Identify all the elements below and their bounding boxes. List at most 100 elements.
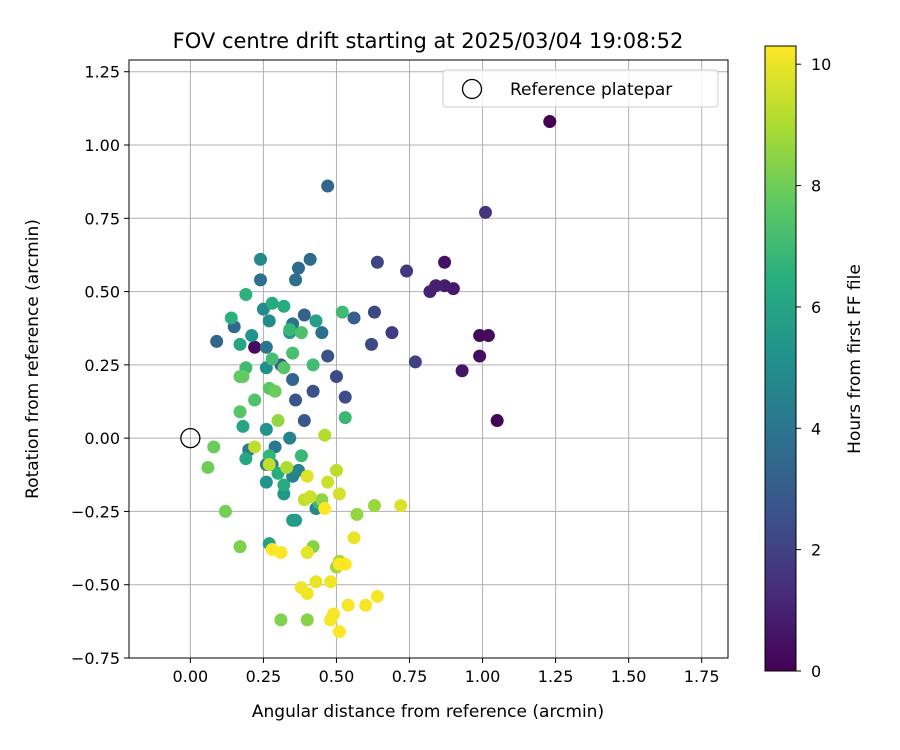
x-tick-label: 1.00: [465, 667, 501, 686]
scatter-points: [180, 115, 557, 639]
y-tick-label: 0.50: [84, 283, 120, 302]
data-point: [347, 531, 361, 545]
y-tick-label: 0.00: [84, 429, 120, 448]
data-point: [248, 340, 262, 354]
colorbar-gradient: [764, 45, 797, 672]
data-point: [370, 255, 384, 269]
data-point: [329, 370, 343, 384]
data-point: [265, 352, 279, 366]
data-point: [385, 326, 399, 340]
x-axis-ticks: 0.00 0.25 0.50 0.75 1.00 1.25 1.50 1.75: [173, 658, 720, 686]
data-point: [289, 393, 303, 407]
data-point: [455, 364, 469, 378]
data-point: [303, 252, 317, 266]
data-point: [268, 384, 282, 398]
data-point: [341, 598, 355, 612]
colorbar-ticks: 0 2 4 6 8 10: [796, 55, 831, 681]
data-point: [259, 475, 273, 489]
data-point: [315, 326, 329, 340]
y-tick-label: 1.25: [84, 63, 120, 82]
data-point: [277, 299, 291, 313]
data-point: [248, 393, 262, 407]
y-tick-label: −0.50: [71, 576, 120, 595]
data-point: [332, 625, 346, 639]
data-point: [321, 475, 335, 489]
data-point: [259, 422, 273, 436]
plot-frame: [128, 59, 729, 659]
legend: Reference platepar: [442, 69, 719, 108]
data-point: [490, 414, 504, 428]
data-point: [318, 428, 332, 442]
data-point: [201, 460, 215, 474]
data-point: [324, 613, 338, 627]
data-point: [248, 440, 262, 454]
y-axis-label: Rotation from reference (arcmin): [23, 219, 43, 499]
data-point: [245, 329, 259, 343]
colorbar: 0 2 4 6 8 10 Hours from first FF file: [764, 45, 865, 681]
data-point: [478, 205, 492, 219]
data-point: [277, 361, 291, 375]
data-point: [300, 545, 314, 559]
data-point: [367, 499, 381, 513]
data-point: [239, 288, 253, 302]
x-tick-label: 1.75: [684, 667, 720, 686]
data-point: [473, 349, 487, 363]
data-point: [286, 513, 300, 527]
colorbar-tick-label: 8: [811, 177, 821, 196]
data-point: [218, 504, 232, 518]
data-point: [300, 587, 314, 601]
x-tick-label: 0.50: [319, 667, 355, 686]
legend-box: [442, 69, 719, 108]
data-point: [309, 575, 323, 589]
data-point: [210, 334, 224, 348]
data-point: [321, 179, 335, 193]
x-tick-label: 1.25: [538, 667, 574, 686]
data-point: [233, 337, 247, 351]
data-point: [329, 463, 343, 477]
data-point: [300, 613, 314, 627]
x-tick-label: 0.00: [173, 667, 209, 686]
data-point: [271, 414, 285, 428]
data-point: [332, 487, 346, 501]
data-point: [236, 370, 250, 384]
data-point: [370, 589, 384, 603]
colorbar-tick-label: 10: [811, 55, 831, 74]
data-point: [297, 414, 311, 428]
data-point: [400, 264, 414, 278]
data-point: [236, 419, 250, 433]
x-tick-label: 0.25: [246, 667, 282, 686]
data-point: [274, 613, 288, 627]
colorbar-tick-label: 6: [811, 298, 821, 317]
data-point: [309, 314, 323, 328]
data-point: [338, 557, 352, 571]
data-point: [207, 440, 221, 454]
colorbar-label: Hours from first FF file: [845, 264, 865, 454]
data-point: [297, 308, 311, 322]
chart-title: FOV centre drift starting at 2025/03/04 …: [173, 29, 684, 53]
data-point: [283, 323, 297, 337]
data-point: [233, 540, 247, 554]
reference-platepar-marker: [180, 427, 201, 449]
data-point: [280, 460, 294, 474]
data-point: [338, 390, 352, 404]
data-point: [324, 575, 338, 589]
data-point: [262, 314, 276, 328]
data-point: [423, 285, 437, 299]
data-point: [408, 355, 422, 369]
x-tick-label: 1.50: [611, 667, 647, 686]
colorbar-tick-label: 4: [811, 419, 821, 438]
colorbar-tick-label: 0: [811, 662, 821, 681]
data-point: [481, 329, 495, 343]
y-tick-label: 0.75: [84, 209, 120, 228]
y-tick-label: 1.00: [84, 136, 120, 155]
data-point: [286, 346, 300, 360]
x-tick-label: 0.75: [392, 667, 428, 686]
data-point: [286, 373, 300, 387]
data-point: [291, 261, 305, 275]
data-point: [277, 478, 291, 492]
legend-label: Reference platepar: [510, 80, 672, 100]
data-point: [543, 115, 557, 129]
data-point: [265, 296, 279, 310]
x-axis-label: Angular distance from reference (arcmin): [252, 702, 604, 722]
